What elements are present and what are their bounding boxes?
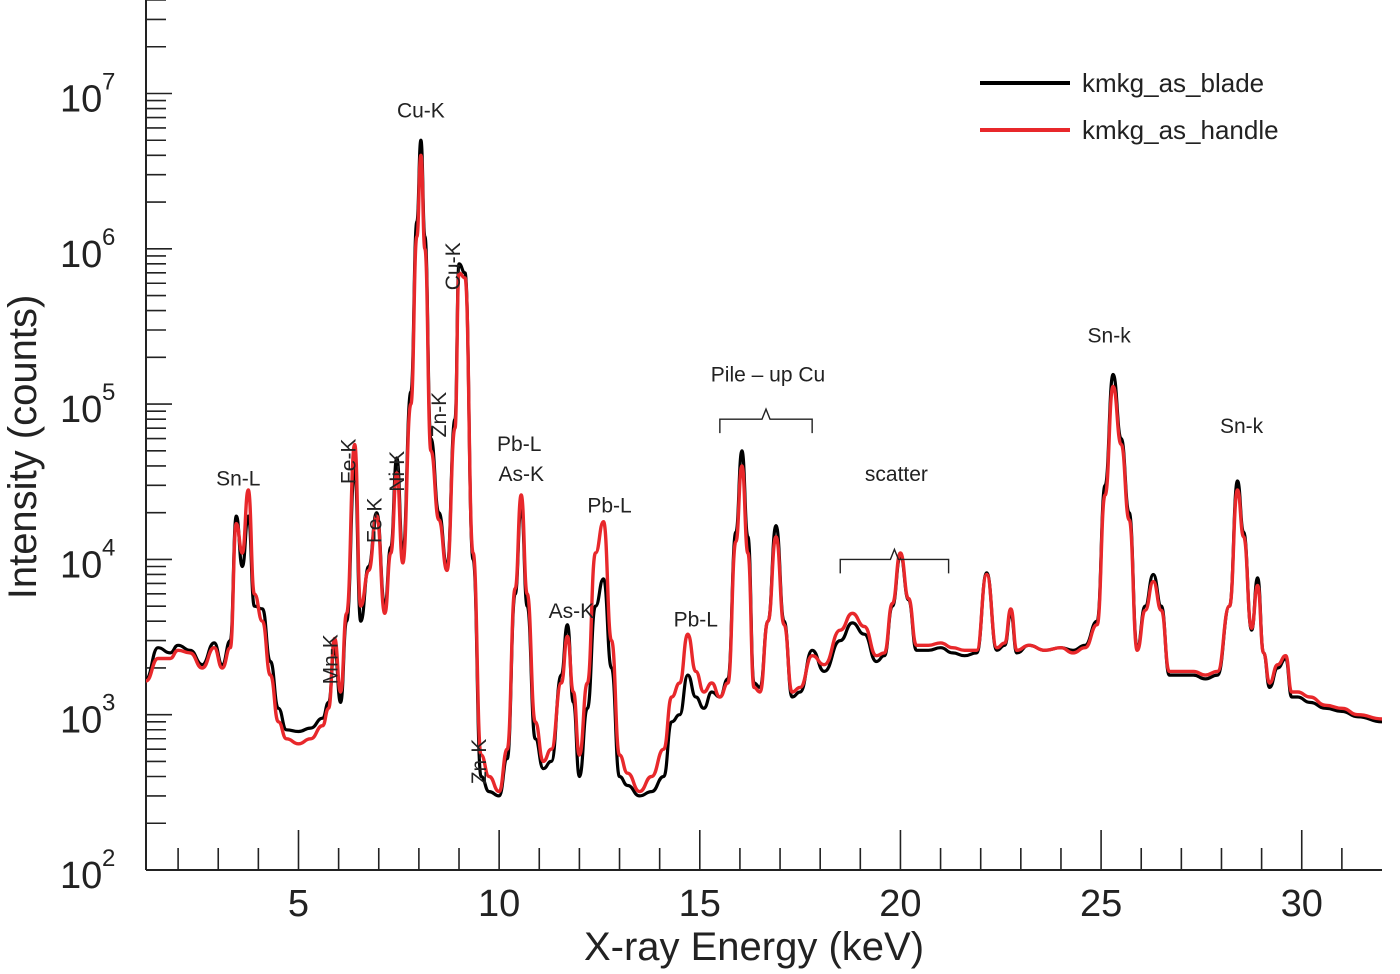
x-axis: 5 10 15 20 25 30 <box>146 830 1382 925</box>
peak-label: Pb-L <box>674 608 718 631</box>
peak-label: Ni-K <box>386 451 409 492</box>
y-axis-title: Intensity (counts) <box>1 295 45 600</box>
y-tick-exponent: 6 <box>102 224 115 251</box>
range-bracket <box>719 407 813 434</box>
peak-label: Pb-L <box>497 433 541 456</box>
x-tick-label: 15 <box>679 883 721 925</box>
peak-label: As-K <box>498 463 544 486</box>
y-tick-label: 10 <box>60 234 102 276</box>
peak-label: Pb-L <box>587 495 631 518</box>
y-tick-label: 10 <box>60 78 102 120</box>
peak-label: Pile – up Cu <box>711 363 825 386</box>
peak-label: Cu-K <box>397 100 445 123</box>
x-tick-label: 30 <box>1281 883 1323 925</box>
range-bracket <box>839 547 950 574</box>
series-line-kmkg_as_handle <box>145 153 1383 794</box>
y-tick-exponent: 2 <box>102 845 115 872</box>
annotation-layer: Sn-L Mn-K Fe-KFe-K Ni-K Cu-K Cu-K Zn-K Zn-K Pb-L… <box>216 100 1264 785</box>
peak-label: Mn-K <box>320 634 343 684</box>
x-tick-label: 5 <box>288 883 309 925</box>
legend-label: kmkg_as_blade <box>1082 68 1264 98</box>
y-tick-exponent: 5 <box>102 379 115 406</box>
peak-label: scatter <box>865 463 928 486</box>
y-tick-exponent: 7 <box>102 68 115 95</box>
x-tick-label: 10 <box>478 883 520 925</box>
peak-label: Sn-k <box>1088 324 1132 347</box>
x-tick-label: 20 <box>879 883 921 925</box>
peak-label: Cu-K <box>442 242 465 290</box>
peak-label: Sn-L <box>216 467 260 490</box>
peak-label: Fe-K <box>338 439 361 485</box>
y-tick-label: 10 <box>60 855 102 897</box>
y-tick-label: 10 <box>60 700 102 742</box>
peak-label: Fe-K <box>364 498 387 544</box>
series-layer <box>145 138 1383 798</box>
y-tick-exponent: 3 <box>102 690 115 717</box>
legend-label: kmkg_as_handle <box>1082 115 1279 145</box>
peak-label: Sn-k <box>1220 415 1264 438</box>
y-tick-exponent: 4 <box>102 534 115 561</box>
y-tick-label: 10 <box>60 544 102 586</box>
peak-label: Zn-K <box>468 739 491 785</box>
legend: kmkg_as_blade kmkg_as_handle <box>980 68 1279 145</box>
y-tick-label: 10 <box>60 389 102 431</box>
x-tick-label: 25 <box>1080 883 1122 925</box>
x-axis-title: X-ray Energy (keV) <box>584 925 924 969</box>
peak-label: Zn-K <box>428 392 451 438</box>
peak-label: As-K <box>549 600 595 623</box>
